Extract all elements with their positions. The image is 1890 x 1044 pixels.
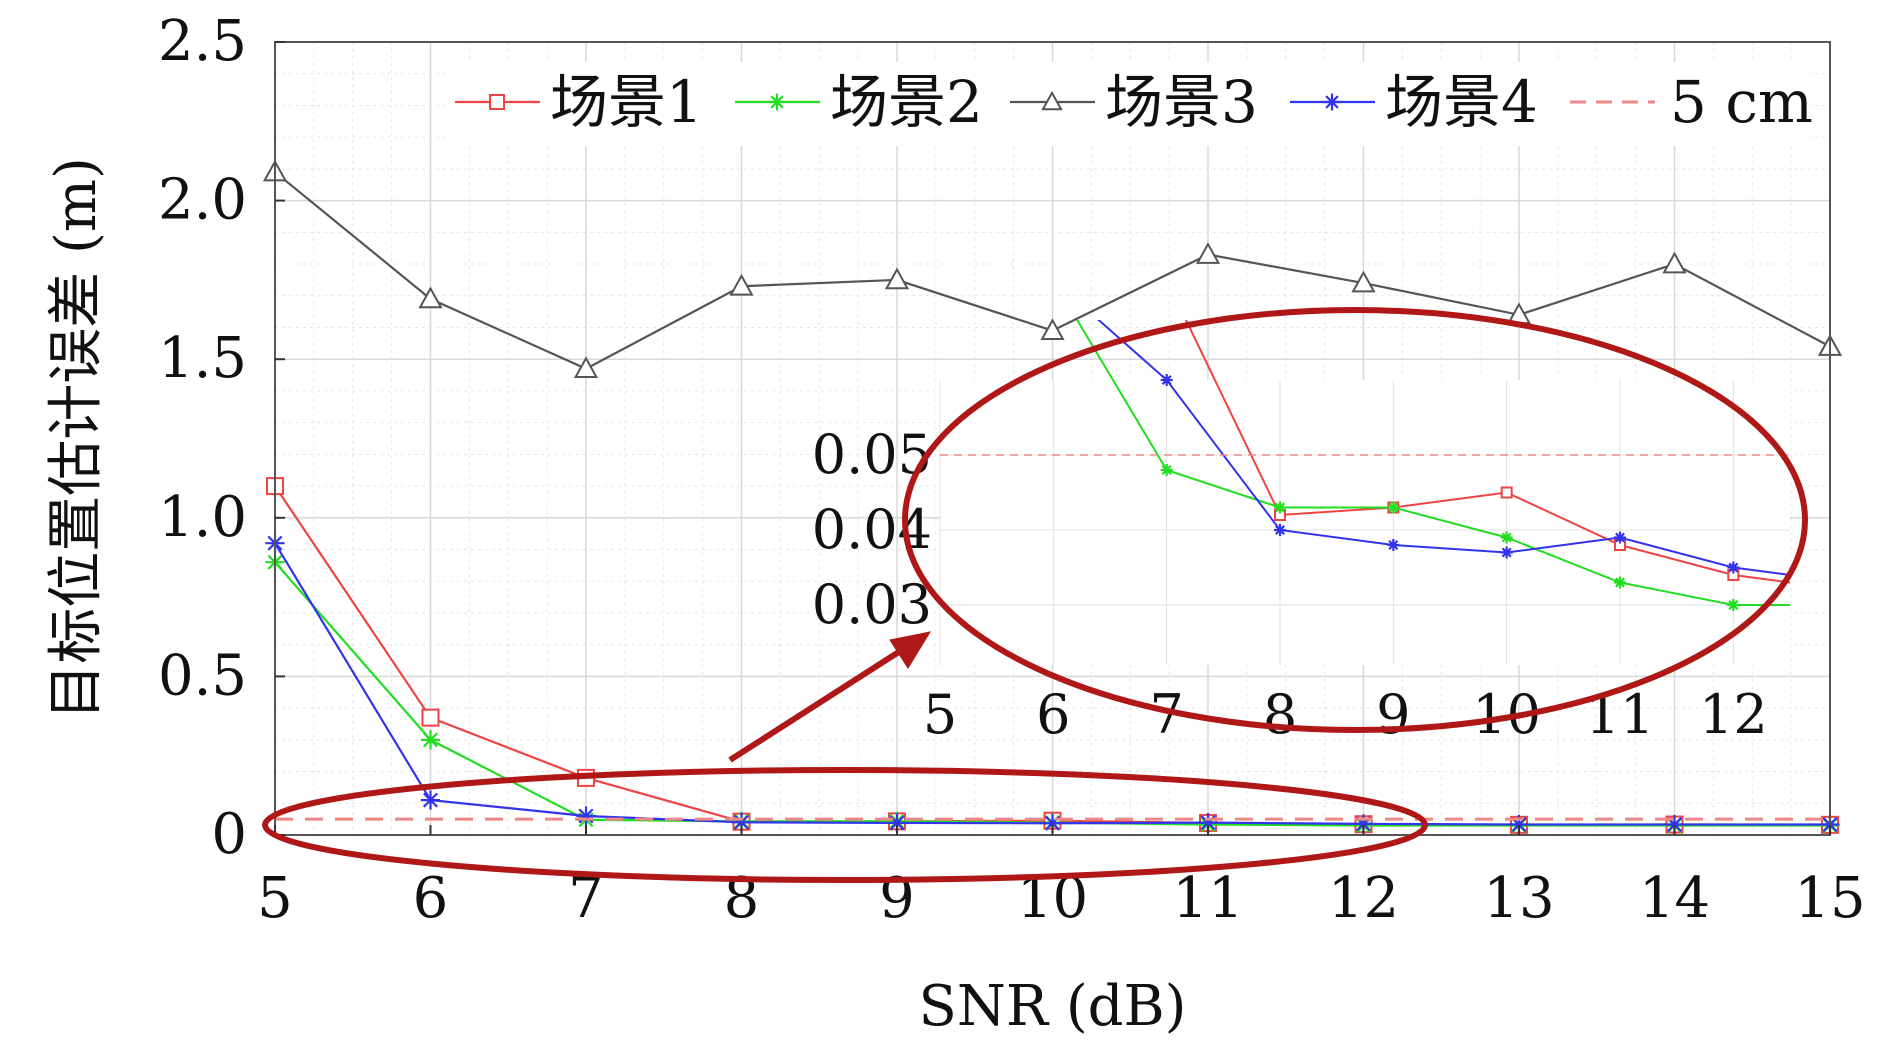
x-tick-label: 15 <box>1794 866 1865 931</box>
data-point-marker <box>1500 486 1513 499</box>
data-point-marker <box>1041 90 1063 111</box>
data-point-marker <box>1387 539 1400 551</box>
marker-stroke <box>1615 577 1625 588</box>
inset-x-tick-label: 5 <box>923 683 957 746</box>
marker-stroke <box>1615 532 1625 543</box>
x-tick-label: 13 <box>1483 866 1554 931</box>
legend-label: 5 cm <box>1670 68 1813 136</box>
zoom-arrow-shaft <box>728 645 907 763</box>
marker-stroke <box>1511 817 1527 833</box>
legend-label: 场景4 <box>1385 68 1538 136</box>
data-point-marker <box>1323 93 1341 111</box>
data-point-marker <box>1195 242 1221 264</box>
inset-highlight-ellipse <box>902 307 1808 733</box>
inset-x-tick-label: 12 <box>1699 683 1768 746</box>
data-highlight-ellipse <box>262 767 1428 883</box>
data-point-marker <box>1614 576 1626 589</box>
y-tick-label: 2.5 <box>158 9 247 74</box>
data-point-marker <box>1614 531 1626 544</box>
x-tick-label: 12 <box>1328 866 1399 931</box>
legend: 场景1 场景2 场景3 场景4 5 cm <box>445 62 1813 146</box>
data-point-marker <box>1727 561 1740 574</box>
legend-box <box>445 62 1810 146</box>
data-point-marker <box>1274 501 1286 514</box>
marker-stroke <box>1275 525 1285 535</box>
data-point-marker <box>1351 270 1376 293</box>
marker-stroke <box>1728 600 1739 610</box>
y-axis-title: 目标位置估计误差 (m) <box>44 157 109 720</box>
marker-stroke <box>889 815 905 831</box>
data-point-marker <box>489 94 505 110</box>
marker-stroke <box>1275 502 1285 513</box>
y-tick-label: 0 <box>211 802 247 867</box>
marker-stroke <box>423 792 438 808</box>
y-tick-label: 1.5 <box>158 326 247 391</box>
data-point-marker <box>576 806 596 826</box>
x-tick-label: 9 <box>879 866 915 931</box>
data-point-marker <box>573 356 599 379</box>
marker-stroke <box>423 732 438 748</box>
marker-stroke <box>1161 375 1172 385</box>
marker-stroke <box>1388 540 1399 550</box>
marker-stroke <box>1501 532 1512 543</box>
y-tick-label: 2.0 <box>158 168 247 233</box>
data-point-marker <box>420 790 441 810</box>
marker-stroke <box>734 814 749 830</box>
y-tick-label: 0.5 <box>158 643 247 708</box>
x-tick-label: 5 <box>257 866 293 931</box>
inset-y-tick-label: 0.04 <box>812 498 932 561</box>
data-point-marker <box>1727 599 1740 611</box>
marker-stroke <box>1501 547 1512 558</box>
data-point-marker <box>420 730 441 750</box>
legend-label: 场景2 <box>830 68 983 136</box>
data-point-marker <box>884 267 910 290</box>
x-tick-label: 14 <box>1639 866 1710 931</box>
data-point-marker <box>1160 464 1173 476</box>
inset-background <box>940 380 1790 665</box>
data-point-marker <box>1500 546 1513 559</box>
marker-stroke <box>1325 95 1339 109</box>
marker-stroke <box>1161 465 1172 475</box>
inset-x-tick-label: 11 <box>1586 683 1655 746</box>
legend-label: 场景1 <box>550 68 703 136</box>
x-tick-label: 11 <box>1172 866 1243 931</box>
data-point-marker <box>1500 531 1513 544</box>
marker-stroke <box>1667 817 1682 833</box>
data-point-marker <box>418 286 443 309</box>
inset-x-tick-label: 8 <box>1263 683 1297 746</box>
data-point-marker <box>1662 251 1687 274</box>
data-point-marker <box>1274 524 1286 536</box>
inset-y-tick-label: 0.03 <box>812 573 932 636</box>
zoom-arrow-head <box>889 631 932 669</box>
legend-label: 场景3 <box>1105 68 1258 136</box>
data-point-marker <box>768 93 786 111</box>
marker-stroke <box>1728 562 1739 573</box>
x-tick-label: 8 <box>724 866 760 931</box>
marker-stroke <box>770 95 784 109</box>
data-point-marker <box>1387 501 1400 514</box>
inset-x-tick-label: 9 <box>1376 683 1410 746</box>
y-tick-label: 1.0 <box>158 485 247 550</box>
data-point-marker <box>1040 318 1065 340</box>
marker-stroke <box>1388 502 1399 513</box>
x-tick-label: 6 <box>413 866 449 931</box>
data-point-marker <box>1160 374 1173 386</box>
data-point-marker <box>729 273 754 296</box>
data-point-marker <box>421 708 440 727</box>
inset-x-tick-label: 6 <box>1036 683 1070 746</box>
x-axis-title: SNR (dB) <box>918 974 1186 1039</box>
inset-lines <box>940 320 1790 611</box>
zoom-annotation <box>262 307 1808 883</box>
